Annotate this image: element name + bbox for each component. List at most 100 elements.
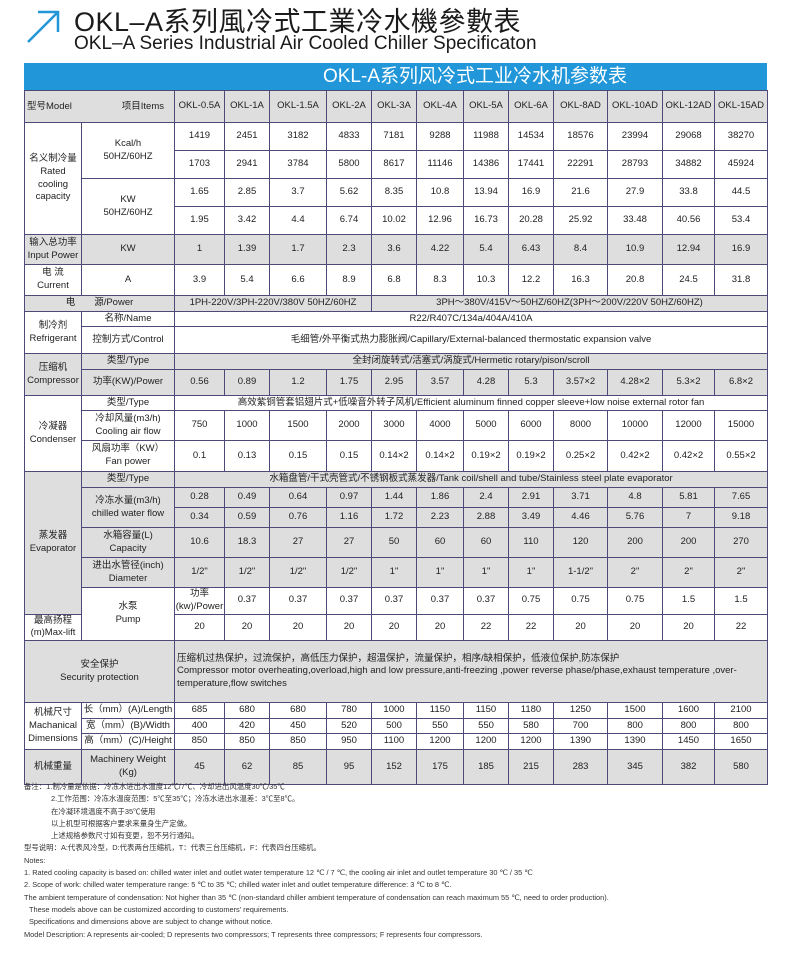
unit-label: 进出水管径(inch) Diameter <box>81 557 175 588</box>
row-label: 压缩机 Compressor <box>24 353 82 396</box>
model-header: OKL-10AD <box>607 90 663 123</box>
value-cell: 850 <box>224 733 270 751</box>
value-cell: 2941 <box>224 150 270 179</box>
value-cell: 7181 <box>371 122 417 151</box>
security-row: 安全保护 Security protection 压缩机过热保护，过流保护，高低压… <box>24 640 768 704</box>
value-cell: 20 <box>607 613 663 642</box>
value-cell: 10.8 <box>416 178 464 207</box>
note-line: 上述规格参数尺寸如有变更，恕不另行通知。 <box>51 831 199 841</box>
unit-label: 最高扬程(m)Max-lift <box>24 613 82 642</box>
value-cell: 1500 <box>269 410 327 441</box>
value-cell: 31.8 <box>714 264 768 296</box>
security-text: 压缩机过热保护，过流保护，高低压力保护，超温保护，流量保护，相序/缺相保护，低液… <box>174 640 768 704</box>
unit-label: Kcal/h 50HZ/60HZ <box>81 122 175 179</box>
value-cell: 12.2 <box>508 264 554 296</box>
span-value: R22/R407C/134a/404A/410A <box>174 311 768 327</box>
value-cell: 44.5 <box>714 178 768 207</box>
note-line: Specifications and dimensions above are … <box>29 917 273 927</box>
value-cell: 200 <box>662 527 715 558</box>
note-line: 在冷凝环境温度不高于35℃使用 <box>51 806 156 816</box>
value-cell: 5.62 <box>326 178 372 207</box>
refrigerant-name-row: 制冷剂 Refrigerant 名称/Name R22/R407C/134a/404… <box>24 311 768 354</box>
power-single: 1PH-220V/3PH-220V/380V 50HZ/60HZ <box>174 295 372 312</box>
unit-label: Machinery Weight (Kg) <box>81 749 175 786</box>
page-header: OKL–A系列風冷式工業冷水機參數表 OKL–A Series Industri… <box>20 0 780 60</box>
value-cell: 6.43 <box>508 234 554 265</box>
value-cell: 200 <box>607 527 663 558</box>
unit-label: 类型/Type <box>81 395 175 411</box>
row-label: 名义制冷量 Rated cooling capacity <box>24 122 82 235</box>
value-cell: 1.5 <box>714 587 768 615</box>
value-cell: 3182 <box>269 122 327 151</box>
value-cell: 0.97 <box>326 487 372 508</box>
value-cell: 700 <box>553 718 608 735</box>
value-cell: 33.48 <box>607 206 663 235</box>
condenser-type-row: 冷凝器 Condenser 类型/Type 高效紫铜管套铝翅片式+低噪音外转子风机/… <box>24 395 768 472</box>
unit-label: A <box>81 264 175 296</box>
value-cell: 4.46 <box>553 507 608 528</box>
value-cell: 9288 <box>416 122 464 151</box>
value-cell: 16.3 <box>553 264 608 296</box>
value-cell: 2.85 <box>224 178 270 207</box>
unit-label: 功率(KW)/Power <box>81 369 175 396</box>
value-cell: 8.4 <box>553 234 608 265</box>
value-cell: 3.7 <box>269 178 327 207</box>
value-cell: 950 <box>326 733 372 751</box>
value-cell: 580 <box>714 749 768 786</box>
value-cell: 2.95 <box>371 369 417 396</box>
value-cell: 7 <box>662 507 715 528</box>
note-line: 2.工作范围：冷冻水温度范围：5℃至35℃；冷冻水进出水温差：3℃至8℃。 <box>51 794 300 804</box>
model-header: OKL-0.5A <box>174 90 225 123</box>
row-label: 安全保护 Security protection <box>24 640 175 704</box>
value-cell: 4833 <box>326 122 372 151</box>
value-cell: 20 <box>371 613 417 642</box>
value-cell: 6.6 <box>269 264 327 296</box>
value-cell: 12.96 <box>416 206 464 235</box>
value-cell: 4000 <box>416 410 464 441</box>
unit-label: 功率(kw)/Power <box>174 587 225 615</box>
value-cell: 27.9 <box>607 178 663 207</box>
title-english: OKL–A Series Industrial Air Cooled Chill… <box>74 33 537 54</box>
value-cell: 283 <box>553 749 608 786</box>
value-cell: 10.02 <box>371 206 417 235</box>
value-cell: 1.2 <box>269 369 327 396</box>
value-cell: 20 <box>224 613 270 642</box>
condenser-fan-row: 风扇功率（KW） Fan power 0.1 0.13 0.15 0.15 0.14×2 0… <box>25 440 768 472</box>
header-row: 型号Model 项目Items OKL-0.5A OKL-1A OKL-1.5A OKL-… <box>24 90 768 123</box>
value-cell: 1500 <box>607 702 663 720</box>
value-cell: 45924 <box>714 150 768 179</box>
value-cell: 1.95 <box>174 206 225 235</box>
value-cell: 8.9 <box>326 264 372 296</box>
value-cell: 175 <box>416 749 464 786</box>
value-cell: 1450 <box>662 733 715 751</box>
dimensions-height-row: 高（mm）(C)/Height 850 850 850 950 1100 1200 1200 1… <box>25 733 768 751</box>
value-cell: 685 <box>174 702 225 720</box>
value-cell: 1200 <box>416 733 464 751</box>
value-cell: 0.75 <box>553 587 608 615</box>
value-cell: 750 <box>174 410 225 441</box>
model-header: OKL-15AD <box>714 90 768 123</box>
value-cell: 5.76 <box>607 507 663 528</box>
dimensions-width-row: 宽（mm）(B)/Width 400 420 450 520 500 550 550 580 70… <box>25 718 768 735</box>
value-cell: 34882 <box>662 150 715 179</box>
value-cell: 680 <box>269 702 327 720</box>
pump-power-row: 水泵 Pump 功率(kw)/Power 0.37 0.37 0.37 0.37 0.37 0… <box>25 586 768 642</box>
model-header: OKL-3A <box>371 90 417 123</box>
value-cell: 1/2" <box>224 557 270 588</box>
value-cell: 0.15 <box>269 440 327 472</box>
value-cell: 0.37 <box>416 587 464 615</box>
value-cell: 16.73 <box>463 206 509 235</box>
model-header: OKL-12AD <box>662 90 715 123</box>
value-cell: 500 <box>371 718 417 735</box>
value-cell: 450 <box>269 718 327 735</box>
value-cell: 9.18 <box>714 507 768 528</box>
value-cell: 1/2" <box>269 557 327 588</box>
value-cell: 1.7 <box>269 234 327 265</box>
value-cell: 2.88 <box>463 507 509 528</box>
unit-label: KW <box>81 234 175 265</box>
note-line: Notes: <box>24 855 46 865</box>
value-cell: 8000 <box>553 410 608 441</box>
unit-label: KW 50HZ/60HZ <box>81 178 175 235</box>
value-cell: 1" <box>371 557 417 588</box>
unit-label: 长（mm）(A)/Length <box>81 702 175 720</box>
